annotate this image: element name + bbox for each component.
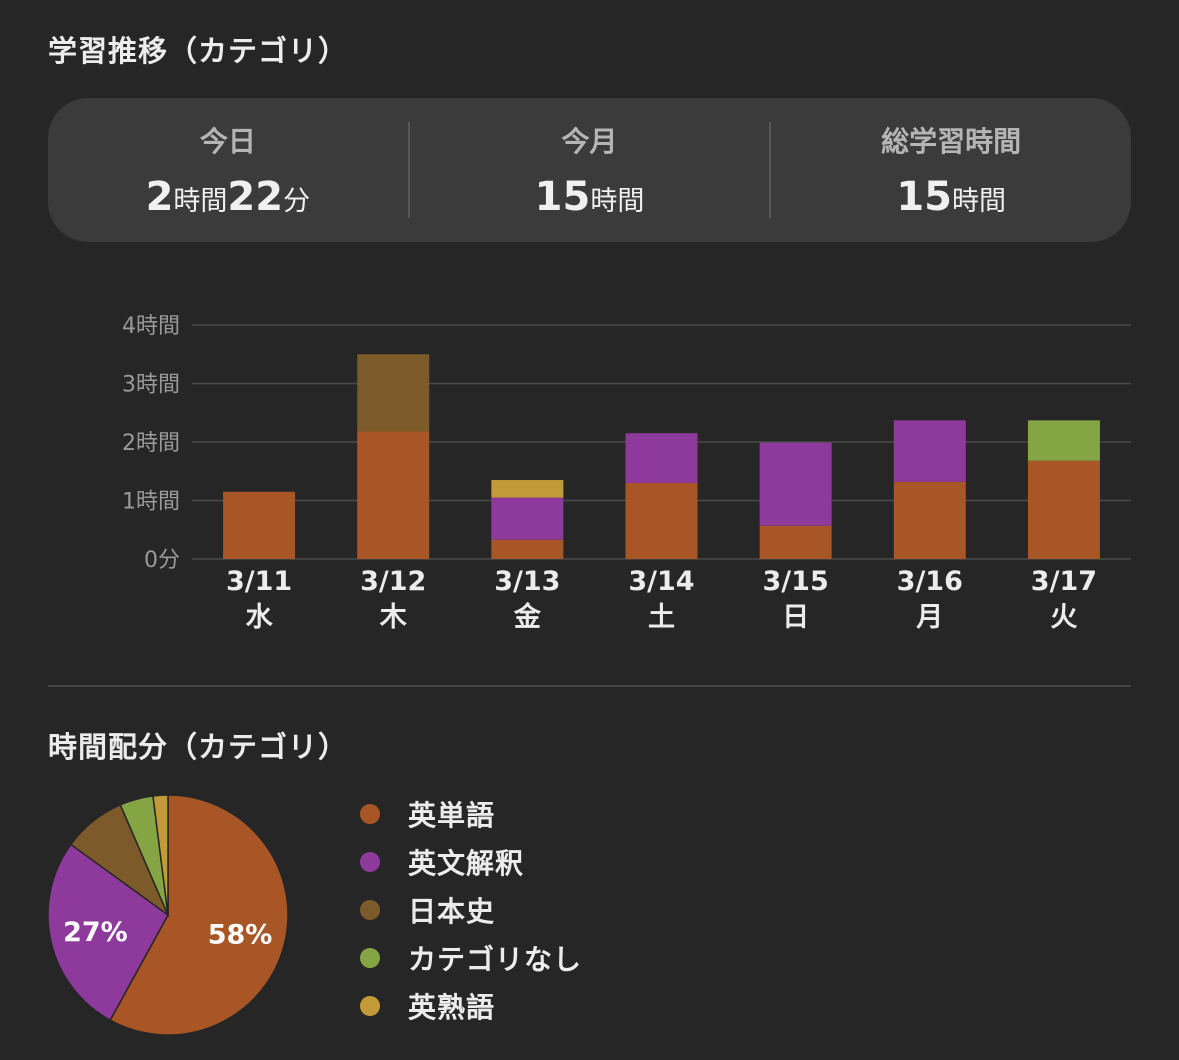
total-hours: 15 [896, 174, 953, 220]
bar-segment [1027, 420, 1100, 461]
stat-today: 今日 2時間22分 [48, 120, 408, 220]
x-tick-label: 3/16 [897, 566, 963, 597]
legend-swatch [360, 996, 380, 1016]
x-day-label: 月 [915, 602, 943, 633]
x-day-label: 木 [379, 602, 407, 633]
x-day-label: 土 [648, 602, 675, 633]
x-day-label: 水 [246, 602, 274, 633]
bar-segment [625, 433, 698, 483]
y-tick-label: 4時間 [122, 314, 180, 339]
stat-today-value: 2時間22分 [48, 174, 408, 220]
summary-panel: 今日 2時間22分 今月 15時間 総学習時間 15時間 [48, 98, 1131, 242]
bar-segment [759, 442, 832, 526]
today-hours: 2 [145, 174, 174, 220]
stat-month-label: 今月 [561, 125, 618, 158]
bar-segment [357, 431, 430, 559]
stat-month: 今月 15時間 [410, 120, 770, 220]
bar-segment [223, 491, 296, 559]
chart-title-trend: 学習推移（カテゴリ） [48, 34, 349, 68]
stat-total-value: 15時間 [771, 174, 1131, 220]
today-minutes-unit: 分 [283, 186, 311, 217]
bar-segment [491, 497, 564, 540]
legend-item: 日本史 [360, 886, 582, 934]
divider [407, 122, 410, 218]
legend-item: 英文解釈 [360, 838, 582, 886]
x-tick-label: 3/11 [226, 566, 292, 597]
legend-label: 英熟語 [408, 991, 496, 1024]
bar-segment [759, 525, 832, 559]
y-tick-label: 2時間 [122, 431, 180, 456]
legend-item: 英単語 [360, 790, 582, 838]
section-divider [48, 685, 1131, 687]
today-hours-unit: 時間 [173, 186, 228, 217]
legend-swatch [360, 948, 380, 968]
legend-item: カテゴリなし [360, 934, 582, 982]
today-minutes: 22 [227, 174, 284, 220]
x-tick-label: 3/14 [628, 566, 694, 597]
legend-swatch [360, 804, 380, 824]
bar-segment [491, 480, 564, 498]
legend-label: 英単語 [408, 799, 496, 832]
bar-segment [491, 539, 564, 559]
stat-today-label: 今日 [199, 125, 256, 158]
bar-segment [893, 420, 966, 482]
x-tick-label: 3/13 [494, 566, 560, 597]
bar-segment [625, 482, 698, 559]
bar-segment [893, 481, 966, 559]
pie-legend: 英単語英文解釈日本史カテゴリなし 英熟語 [360, 790, 582, 1030]
stat-total-label: 総学習時間 [881, 125, 1022, 158]
pie-slice [152, 794, 169, 916]
y-tick-label: 1時間 [122, 490, 180, 515]
stacked-bar-chart: 0分 1時間 2時間 3時間 4時間 3/11 水 3/12 木 3/13 金 3/14 土 3/15 日 3… [122, 314, 1131, 633]
x-day-label: 日 [782, 602, 809, 633]
pie-data-label: 58% [208, 920, 273, 951]
legend-label: 日本史 [408, 895, 496, 928]
x-tick-label: 3/12 [360, 566, 426, 597]
pie-data-label: 27% [63, 917, 128, 948]
legend-swatch [360, 900, 380, 920]
stat-total: 総学習時間 15時間 [771, 120, 1131, 220]
month-hours: 15 [534, 174, 591, 220]
legend-label: 英文解釈 [408, 847, 525, 880]
x-day-label: 火 [1050, 602, 1077, 633]
y-tick-label: 3時間 [122, 373, 180, 398]
divider [769, 122, 772, 218]
pie-chart: 58% 27% [47, 794, 289, 1036]
bar-segment [357, 354, 430, 432]
stat-month-value: 15時間 [410, 174, 770, 220]
month-hours-unit: 時間 [590, 186, 645, 217]
pie-slice [109, 794, 289, 1036]
pie-slice [47, 843, 169, 1022]
y-tick-label: 0分 [144, 548, 180, 573]
total-hours-unit: 時間 [952, 186, 1007, 217]
x-tick-label: 3/15 [763, 566, 829, 597]
legend-label: カテゴリなし [408, 943, 583, 976]
bar-segment [1027, 460, 1100, 559]
x-tick-label: 3/17 [1031, 566, 1097, 597]
legend-item: 英熟語 [360, 982, 582, 1030]
x-day-label: 金 [513, 601, 542, 633]
chart-title-distribution: 時間配分（カテゴリ） [48, 730, 349, 764]
legend-swatch [360, 852, 380, 872]
